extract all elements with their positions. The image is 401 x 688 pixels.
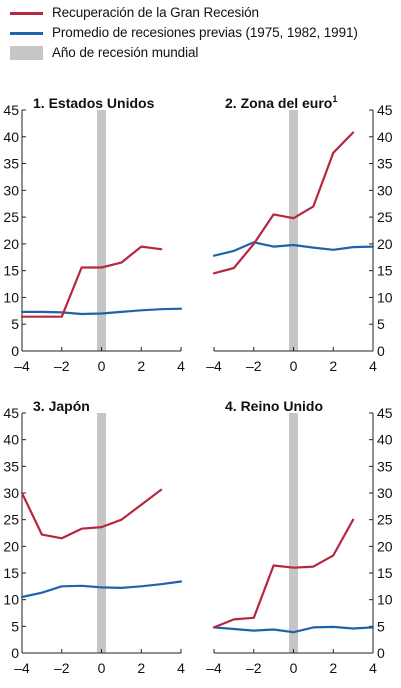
legend-label-previous-average: Promedio de recesiones previas (1975, 19… (52, 25, 358, 40)
y-tick-label: 35 (3, 458, 19, 474)
legend-item-recovery: Recuperación de la Gran Recesión (8, 3, 398, 23)
x-tick-label: –2 (246, 358, 262, 374)
y-tick-label: 40 (377, 432, 393, 448)
legend-swatch-recession-year (10, 46, 43, 60)
x-tick-label: –4 (206, 660, 222, 676)
x-tick-label: 2 (329, 660, 337, 676)
y-tick-label: 0 (377, 645, 385, 661)
y-tick-label: 5 (377, 316, 385, 332)
y-tick-label: 0 (377, 343, 385, 359)
x-tick-label: 4 (369, 660, 377, 676)
y-tick-label: 45 (377, 405, 393, 421)
chart-panel-1: 0 5 10 15 20 25 30 35 40 45 –4 –2 0 2 4 1. Estados Unid… (3, 95, 185, 374)
chart-panel-3: 0 5 10 15 20 25 30 35 40 45 –4 –2 0 2 4 3. Japón (3, 398, 185, 676)
y-tick-label: 40 (377, 129, 393, 145)
x-tick-label: –2 (246, 660, 262, 676)
recession-year-band (289, 110, 298, 351)
y-tick-label: 15 (3, 263, 19, 279)
y-tick-label: 5 (11, 316, 19, 332)
y-tick-label: 45 (3, 405, 19, 421)
y-tick-label: 20 (3, 236, 19, 252)
y-tick-label: 35 (377, 458, 393, 474)
y-tick-label: 30 (377, 182, 393, 198)
y-tick-label: 10 (377, 592, 393, 608)
legend-label-recession-year: Año de recesión mundial (52, 45, 199, 60)
y-tick-label: 45 (377, 102, 393, 118)
y-tick-label: 25 (3, 209, 19, 225)
y-tick-label: 15 (377, 565, 393, 581)
x-tick-label: 4 (177, 358, 185, 374)
y-tick-label: 20 (377, 236, 393, 252)
y-tick-label: 20 (377, 538, 393, 554)
y-tick-label: 0 (11, 343, 19, 359)
y-tick-label: 15 (3, 565, 19, 581)
y-tick-label: 25 (377, 209, 393, 225)
x-tick-label: –2 (54, 660, 70, 676)
recession-year-band (97, 110, 106, 351)
chart-title-footnote: 1 (332, 94, 337, 104)
y-tick-label: 30 (3, 182, 19, 198)
series-line-previous-average (212, 241, 375, 257)
chart-panel-2: 0 5 10 15 20 25 30 35 40 45 –4 –2 0 2 4 2. Zona del eur… (206, 94, 393, 374)
y-tick-label: 10 (3, 289, 19, 305)
y-tick-label: 10 (3, 592, 19, 608)
y-tick-label: 30 (3, 485, 19, 501)
y-tick-label: 15 (377, 263, 393, 279)
y-tick-label: 0 (11, 645, 19, 661)
series-line-recovery (212, 131, 355, 275)
y-tick-label: 20 (3, 538, 19, 554)
y-tick-label: 25 (3, 512, 19, 528)
chart-title: 2. Zona del euro1 (225, 94, 337, 111)
recession-year-band (289, 413, 298, 653)
x-tick-label: 2 (137, 660, 145, 676)
y-tick-label: 45 (3, 102, 19, 118)
y-tick-label: 25 (377, 512, 393, 528)
chart-title: 1. Estados Unidos (33, 95, 155, 111)
x-tick-label: 0 (290, 358, 298, 374)
series-line-recovery (20, 245, 163, 318)
y-tick-label: 10 (377, 289, 393, 305)
legend-swatch-recovery (10, 12, 43, 15)
chart-title: 3. Japón (33, 398, 90, 414)
y-tick-label: 5 (11, 618, 19, 634)
chart-panel-4: 0 5 10 15 20 25 30 35 40 45 –4 –2 0 2 4 4. Reino Unido (206, 398, 393, 676)
series-line-previous-average (20, 307, 183, 316)
y-tick-label: 5 (377, 618, 385, 634)
x-tick-label: –4 (14, 358, 30, 374)
series-line-previous-average (212, 625, 375, 634)
x-tick-label: 4 (369, 358, 377, 374)
y-tick-label: 35 (3, 156, 19, 172)
legend-swatch-previous-average (10, 32, 43, 35)
chart-title: 4. Reino Unido (225, 398, 323, 414)
x-tick-label: 0 (290, 660, 298, 676)
y-tick-label: 35 (377, 156, 393, 172)
x-tick-label: –4 (206, 358, 222, 374)
x-tick-label: 0 (98, 660, 106, 676)
y-tick-label: 40 (3, 129, 19, 145)
legend-item-previous-average: Promedio de recesiones previas (1975, 19… (8, 23, 398, 43)
recession-year-band (97, 413, 106, 653)
x-tick-label: 2 (137, 358, 145, 374)
series-line-recovery (212, 518, 355, 629)
x-tick-label: –2 (54, 358, 70, 374)
x-tick-label: –4 (14, 660, 30, 676)
series-line-recovery (20, 488, 163, 540)
y-tick-label: 40 (3, 432, 19, 448)
x-tick-label: 4 (177, 660, 185, 676)
legend: Recuperación de la Gran Recesión Promedi… (8, 3, 398, 63)
x-tick-label: 0 (98, 358, 106, 374)
legend-label-recovery: Recuperación de la Gran Recesión (52, 5, 259, 20)
y-tick-label: 30 (377, 485, 393, 501)
series-line-previous-average (20, 580, 183, 599)
x-tick-label: 2 (329, 358, 337, 374)
legend-item-recession-year: Año de recesión mundial (8, 43, 398, 63)
